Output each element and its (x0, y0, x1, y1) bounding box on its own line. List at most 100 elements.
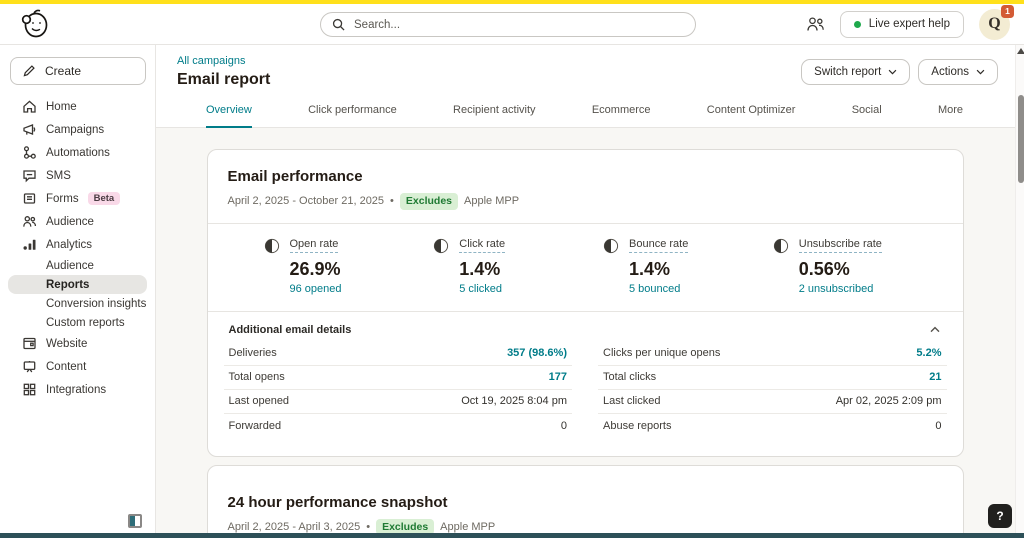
actions-button[interactable]: Actions (918, 59, 998, 85)
sidebar-item-website[interactable]: Website (8, 332, 147, 355)
sidebar-item-label: Audience (46, 215, 94, 228)
bar-chart-icon (22, 237, 37, 252)
tab-social[interactable]: Social (851, 104, 882, 116)
stats-row: Open rate 26.9% 96 opened Click rate 1.4… (207, 222, 963, 311)
megaphone-icon (22, 122, 37, 137)
sidebar: Create Home Campaigns (0, 45, 156, 538)
pencil-icon (22, 64, 36, 78)
sidebar-item-custom-reports[interactable]: Custom reports (8, 313, 147, 332)
sidebar-item-home[interactable]: Home (8, 95, 147, 118)
switch-report-button[interactable]: Switch report (801, 59, 911, 85)
browser-icon (22, 336, 37, 351)
tab-overview[interactable]: Overview (206, 95, 252, 128)
mailchimp-logo[interactable] (20, 8, 50, 40)
benchmark-icon (773, 238, 789, 254)
sidebar-item-analytics-audience[interactable]: Audience (8, 256, 147, 275)
separator-dot: • (366, 520, 371, 533)
live-expert-help-button[interactable]: Live expert help (839, 10, 964, 38)
stat-label[interactable]: Click rate (459, 238, 506, 254)
create-button[interactable]: Create (10, 57, 146, 85)
live-expert-help-label: Live expert help (868, 18, 950, 30)
sidebar-item-label: SMS (46, 169, 71, 182)
search-icon (332, 18, 345, 31)
stat-value: 1.4% (629, 258, 671, 279)
detail-value: Apr 02, 2025 2:09 pm (835, 395, 942, 408)
detail-value[interactable]: 21 (929, 371, 942, 384)
tab-more[interactable]: More (937, 104, 963, 116)
forms-icon (22, 191, 37, 206)
stat-link[interactable]: 96 opened (289, 282, 342, 295)
detail-row-last-clicked: Last clicked Apr 02, 2025 2:09 pm (598, 390, 947, 414)
card-title: 24 hour performance snapshot (227, 493, 448, 511)
sidebar-item-label: Forms (46, 192, 79, 205)
scrollbar-track[interactable] (1015, 45, 1024, 533)
sidebar-item-label: Analytics (46, 238, 93, 251)
detail-value[interactable]: 177 (548, 371, 567, 384)
stat-link[interactable]: 5 clicked (459, 282, 503, 295)
excludes-target: Apple MPP (464, 195, 520, 208)
detail-label: Last clicked (603, 395, 661, 408)
stat-label[interactable]: Open rate (289, 238, 339, 254)
page-title: Email report (177, 71, 271, 88)
brand-accent-bar (0, 0, 1024, 4)
sidebar-item-campaigns[interactable]: Campaigns (8, 118, 147, 141)
detail-value[interactable]: 5.2% (916, 347, 942, 360)
scrollbar-thumb[interactable] (1017, 95, 1024, 183)
stat-label[interactable]: Unsubscribe rate (798, 238, 882, 254)
help-button[interactable]: ? (988, 504, 1012, 528)
tab-ecommerce[interactable]: Ecommerce (591, 104, 651, 116)
sidebar-item-reports[interactable]: Reports (8, 275, 147, 294)
stat-value: 1.4% (459, 258, 501, 279)
sidebar-item-automations[interactable]: Automations (8, 141, 147, 164)
excludes-badge: Excludes (376, 518, 435, 536)
tab-content-optimizer[interactable]: Content Optimizer (706, 104, 796, 116)
search-input[interactable] (352, 17, 684, 32)
detail-label: Clicks per unique opens (603, 347, 721, 360)
topbar: Live expert help Q 1 (0, 4, 1024, 45)
detail-value: Oct 19, 2025 8:04 pm (461, 395, 567, 408)
beta-badge: Beta (87, 192, 121, 205)
detail-row-last-opened: Last opened Oct 19, 2025 8:04 pm (223, 390, 572, 414)
excludes-badge: Excludes (399, 193, 459, 210)
detail-row-clicks-per-unique-opens: Clicks per unique opens 5.2% (598, 342, 947, 366)
sidebar-item-label: Campaigns (46, 123, 105, 136)
tab-recipient-activity[interactable]: Recipient activity (453, 104, 536, 116)
tab-click-performance[interactable]: Click performance (308, 104, 397, 116)
main-content: All campaigns Email report Switch report… (156, 45, 1024, 538)
scrollbar-up-arrow[interactable] (1017, 48, 1024, 54)
sidebar-item-forms[interactable]: Forms Beta (8, 187, 147, 210)
sidebar-item-label: Audience (46, 259, 94, 272)
sidebar-item-integrations[interactable]: Integrations (8, 378, 147, 401)
report-tabs: Overview Click performance Recipient act… (206, 95, 963, 128)
people-icon[interactable] (806, 16, 825, 32)
avatar[interactable]: Q 1 (979, 4, 1014, 40)
collapse-sidebar-icon[interactable] (128, 514, 142, 528)
sidebar-item-sms[interactable]: SMS (8, 164, 147, 187)
date-range: April 2, 2025 - April 3, 2025 (227, 520, 361, 533)
switch-report-label: Switch report (814, 66, 882, 78)
detail-row-abuse-reports: Abuse reports 0 (598, 414, 947, 438)
sidebar-item-conversion-insights[interactable]: Conversion insights (8, 294, 147, 313)
date-range: April 2, 2025 - October 21, 2025 (227, 195, 385, 208)
breadcrumb[interactable]: All campaigns (177, 55, 246, 67)
detail-label: Total clicks (603, 371, 657, 384)
detail-label: Deliveries (228, 347, 277, 360)
stat-link[interactable]: 2 unsubscribed (798, 282, 874, 295)
stat-link[interactable]: 5 bounced (629, 282, 681, 295)
sidebar-item-content[interactable]: Content (8, 355, 147, 378)
search-box[interactable] (320, 12, 696, 37)
detail-value[interactable]: 357 (98.6%) (507, 347, 567, 360)
sidebar-item-label: Website (46, 337, 88, 350)
sidebar-item-label: Home (46, 100, 77, 113)
benchmark-icon (264, 238, 280, 254)
collapse-details-button[interactable] (928, 324, 942, 335)
create-label: Create (45, 64, 82, 78)
details-right-column: Clicks per unique opens 5.2% Total click… (598, 342, 947, 438)
sidebar-item-audience[interactable]: Audience (8, 210, 147, 233)
additional-email-details: Additional email details Deliveries 357 … (207, 310, 963, 456)
sidebar-item-analytics[interactable]: Analytics (8, 233, 147, 256)
email-performance-card: Email performance April 2, 2025 - Octobe… (206, 149, 964, 457)
stat-open-rate: Open rate 26.9% 96 opened (264, 238, 434, 295)
stat-label[interactable]: Bounce rate (629, 238, 689, 254)
detail-label: Forwarded (228, 419, 282, 432)
